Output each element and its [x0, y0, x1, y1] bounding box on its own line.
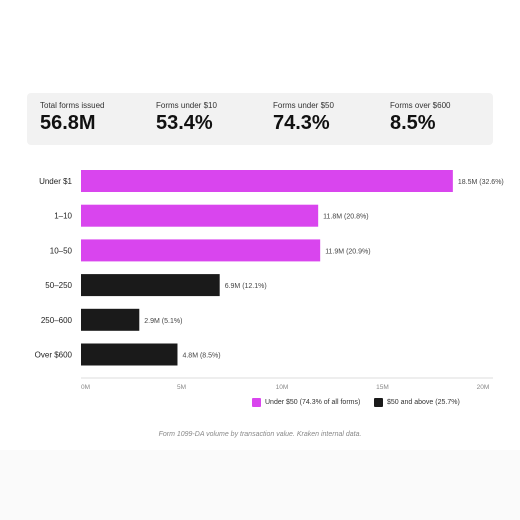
stat-under-10: Forms under $10 53.4%: [156, 101, 217, 135]
legend-swatch-over: [374, 398, 383, 407]
legend-label-over: $50 and above (25.7%): [387, 399, 460, 406]
summary-stats-panel: Total forms issued 56.8M Forms under $10…: [27, 93, 493, 145]
bar-250-600: [81, 308, 140, 331]
category-label-250-600: 250–600: [41, 316, 73, 325]
data-label-over-600: 4.8M (8.5%): [182, 353, 220, 360]
bar-50-250: [81, 274, 220, 297]
chart-caption: Form 1099-DA volume by transaction value…: [158, 431, 362, 438]
stat-total-forms: Total forms issued 56.8M: [40, 101, 104, 135]
stat-value: 8.5%: [390, 112, 436, 134]
data-label-50-250: 6.9M (12.1%): [225, 283, 267, 290]
bar-10-50: [81, 239, 321, 262]
data-label-250-600: 2.9M (5.1%): [144, 318, 182, 325]
data-label-under-1: 18.5M (32.6%): [458, 179, 504, 186]
data-label-1-10: 11.8M (20.8%): [323, 214, 368, 221]
bar-under-1: [81, 170, 453, 192]
x-tick-label-20m: 20M: [477, 384, 490, 391]
stat-value: 56.8M: [40, 112, 96, 134]
stat-value: 53.4%: [156, 112, 213, 134]
category-label-50-250: 50–250: [45, 281, 72, 290]
x-tick-label-5m: 5M: [177, 384, 186, 391]
category-label-under-1: Under $1: [39, 177, 72, 186]
x-tick-label-0m: 0M: [81, 384, 90, 391]
bar-over-600: [81, 343, 178, 366]
category-label-10-50: 10–50: [50, 246, 73, 255]
bar-chart: Under $1 18.5M (32.6%) 1–10 11.8M (20.8%) 10…: [35, 170, 504, 391]
x-tick-label-15m: 15M: [376, 384, 389, 391]
legend-item-under: Under $50 (74.3% of all forms): [252, 398, 360, 407]
x-tick-label-10m: 10M: [276, 384, 289, 391]
data-label-10-50: 11.9M (20.9%): [325, 248, 370, 255]
stat-under-50: Forms under $50 74.3%: [273, 101, 334, 135]
stat-label: Forms under $50: [273, 101, 334, 110]
stat-over-600: Forms over $600 8.5%: [390, 101, 450, 135]
bar-1-10: [81, 204, 319, 227]
legend-label-under: Under $50 (74.3% of all forms): [265, 399, 361, 406]
legend-swatch-under: [252, 398, 261, 407]
legend-item-over: $50 and above (25.7%): [374, 398, 460, 407]
stat-value: 74.3%: [273, 112, 330, 134]
footer-band: [0, 450, 520, 520]
stat-label: Total forms issued: [40, 101, 105, 110]
stat-label: Forms under $10: [156, 101, 217, 110]
category-label-over-600: Over $600: [35, 351, 73, 360]
category-label-1-10: 1–10: [54, 212, 72, 221]
stat-label: Forms over $600: [390, 101, 451, 110]
